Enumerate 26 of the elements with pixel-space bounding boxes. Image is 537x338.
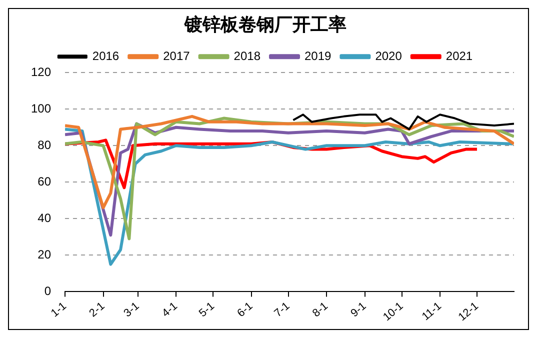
x-tick-label: 4-1 <box>160 300 180 320</box>
y-tick-label: 100 <box>30 101 52 116</box>
x-tick-label: 6-1 <box>235 300 256 320</box>
x-tick-label: 8-1 <box>310 300 330 320</box>
x-tick-label: 10-1 <box>381 300 406 324</box>
chart-title: 镀锌板卷钢厂开工率 <box>184 14 346 36</box>
y-tick-label: 40 <box>38 211 52 226</box>
x-tick-label: 3-1 <box>122 300 142 320</box>
y-tick-label: 120 <box>30 64 52 79</box>
x-tick-label: 7-1 <box>272 300 292 320</box>
legend-label: 2019 <box>304 48 332 63</box>
y-tick-label: 60 <box>38 174 52 188</box>
y-tick-label: 80 <box>38 138 52 152</box>
legend-label: 2016 <box>92 48 120 63</box>
x-tick-label: 9-1 <box>348 300 369 320</box>
legend-label: 2017 <box>163 48 190 63</box>
y-tick-label: 0 <box>44 284 52 298</box>
x-tick-label: 2-1 <box>87 300 108 320</box>
legend-label: 2020 <box>375 48 402 63</box>
x-tick-label: 5-1 <box>197 300 217 320</box>
x-tick-label: 11-1 <box>420 300 444 324</box>
y-tick-label: 20 <box>38 248 52 262</box>
legend-label: 2021 <box>446 48 473 63</box>
legend-label: 2018 <box>234 48 261 63</box>
x-tick-label: 1-1 <box>49 300 69 320</box>
x-tick-label: 12-1 <box>456 300 481 324</box>
